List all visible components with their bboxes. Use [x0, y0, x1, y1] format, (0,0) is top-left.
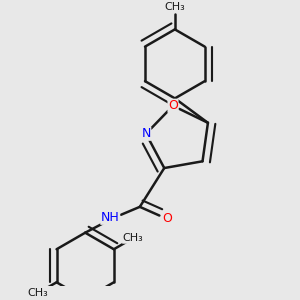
Text: O: O: [162, 212, 172, 225]
Text: N: N: [141, 127, 151, 140]
Text: CH₃: CH₃: [164, 2, 185, 12]
Text: NH: NH: [101, 211, 120, 224]
Text: O: O: [168, 99, 178, 112]
Text: CH₃: CH₃: [123, 233, 143, 243]
Text: CH₃: CH₃: [27, 288, 48, 298]
